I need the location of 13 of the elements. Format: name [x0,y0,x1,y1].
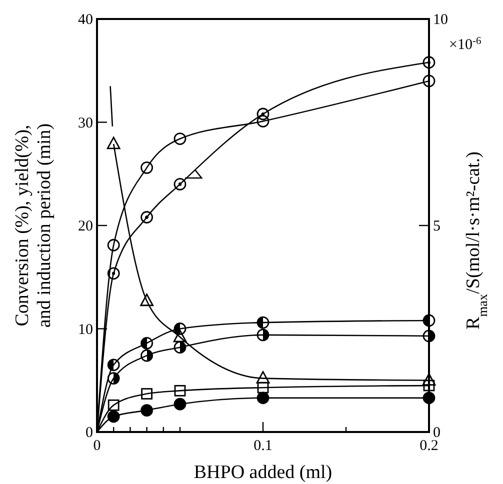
y-axis-title: Conversion (%), yield(%), and induction period (min) [12,123,55,328]
x-tick-label: 0.1 [254,438,272,454]
y-tick-label: 0 [86,425,93,441]
y2-tick-label: 10 [433,12,448,28]
y2-tick-label: 5 [433,218,440,234]
text: ×10$^{-6}$ [449,36,482,53]
y-tick-label: 30 [78,115,93,132]
x-axis-title: BHPO added (ml) [194,462,332,483]
y-tick-label: 20 [78,218,93,234]
y2-tick-label: 0 [433,425,440,441]
x-tick-label: 0.2 [420,438,438,454]
y-tick-label: 40 [78,12,93,28]
y-tick-label: 10 [78,322,93,338]
